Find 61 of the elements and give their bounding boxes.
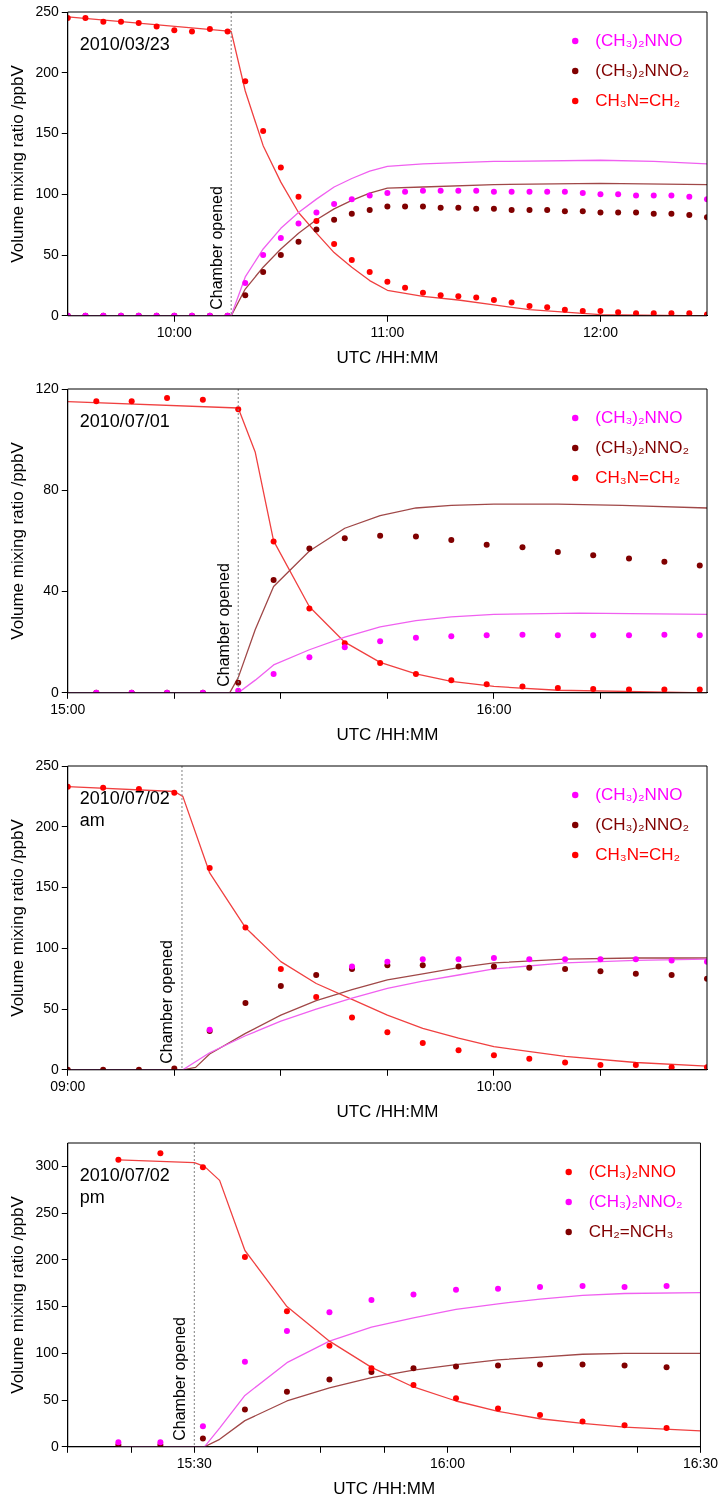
x-axis-title: UTC /HH:MM: [336, 1102, 439, 1122]
y-tick-label: 250: [35, 756, 59, 773]
x-axis-title: UTC /HH:MM: [336, 725, 439, 745]
y-tick-label: 200: [35, 817, 59, 834]
legend-label: (CH₃)₂NNO: [595, 784, 683, 804]
x-tick-label: 15:00: [50, 701, 86, 718]
legend-label: (CH₃)₂NNO₂: [595, 437, 690, 457]
ref-line-label: Chamber opened: [214, 563, 232, 687]
y-tick-label: 50: [43, 999, 59, 1016]
annotation: 2010/07/02 am: [79, 787, 170, 830]
x-tick-label: 16:30: [682, 1455, 719, 1472]
ref-line-label: Chamber opened: [170, 1317, 188, 1441]
y-tick-label: 80: [43, 481, 59, 498]
y-tick-label: 0: [50, 306, 59, 323]
legend-label: CH₃N=CH₂: [595, 90, 681, 110]
y-tick-label: 300: [35, 1157, 59, 1174]
ref-line-label: Chamber opened: [207, 186, 225, 310]
y-tick-label: 100: [35, 185, 59, 202]
x-tick-label: 09:00: [50, 1078, 86, 1095]
y-tick-label: 200: [35, 1250, 59, 1267]
y-tick-label: 50: [43, 1390, 59, 1407]
y-tick-label: 250: [35, 2, 59, 19]
legend-label: CH₃N=CH₂: [595, 467, 681, 487]
legend-label: CH₂=NCH₃: [588, 1221, 674, 1241]
legend-label: (CH₃)₂NNO: [595, 407, 683, 427]
y-tick-label: 200: [35, 63, 59, 80]
legend-label: (CH₃)₂NNO₂: [595, 814, 690, 834]
y-tick-label: 50: [43, 245, 59, 262]
legend-label: CH₃N=CH₂: [595, 844, 681, 864]
y-tick-label: 100: [35, 939, 59, 956]
y-tick-label: 120: [35, 379, 59, 396]
x-axis-title: UTC /HH:MM: [333, 1479, 436, 1499]
legend-label: (CH₃)₂NNO: [595, 30, 683, 50]
y-tick-label: 150: [35, 878, 59, 895]
y-tick-label: 150: [35, 1297, 59, 1314]
y-tick-label: 0: [50, 1437, 59, 1454]
x-tick-label: 16:00: [429, 1455, 466, 1472]
y-tick-label: 250: [35, 1203, 59, 1220]
x-tick-label: 12:00: [582, 324, 619, 341]
legend-label: (CH₃)₂NNO₂: [595, 60, 690, 80]
x-axis-title: UTC /HH:MM: [336, 348, 439, 368]
x-tick-label: 16:00: [476, 701, 512, 718]
y-axis-title: Volume mixing ratio /ppbV: [7, 441, 27, 640]
x-tick-label: 15:30: [176, 1455, 213, 1472]
annotation: 2010/03/23: [79, 33, 170, 54]
x-tick-label: 10:00: [156, 324, 193, 341]
y-tick-label: 40: [43, 582, 59, 599]
y-tick-label: 100: [35, 1344, 59, 1361]
legend-label: (CH₃)₂NNO₂: [588, 1191, 683, 1211]
x-tick-label: 11:00: [370, 324, 405, 341]
ref-line-label: Chamber opened: [158, 940, 176, 1064]
annotation: 2010/07/02 pm: [79, 1164, 170, 1207]
x-tick-label: 10:00: [476, 1078, 512, 1095]
y-tick-label: 0: [50, 683, 59, 700]
y-axis-title: Volume mixing ratio /ppbV: [7, 1195, 27, 1394]
y-axis-title: Volume mixing ratio /ppbV: [7, 64, 27, 263]
y-axis-title: Volume mixing ratio /ppbV: [7, 818, 27, 1017]
y-tick-label: 0: [50, 1060, 59, 1077]
y-tick-label: 150: [35, 124, 59, 141]
annotation: 2010/07/01: [79, 410, 170, 431]
legend-label: (CH₃)₂NNO: [588, 1161, 676, 1181]
